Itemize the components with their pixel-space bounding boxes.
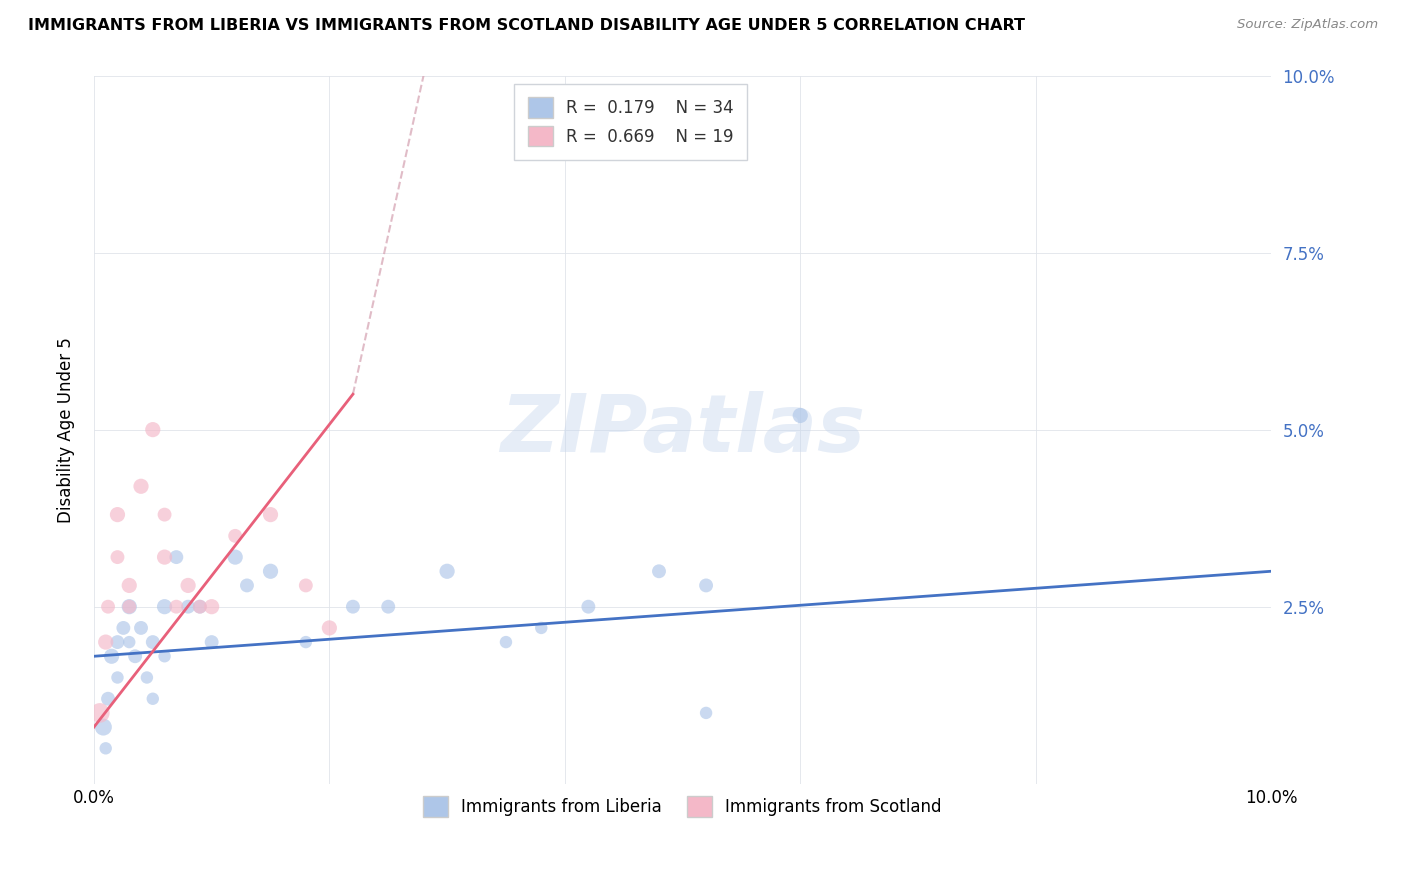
- Point: [188, 599, 211, 614]
- Point: [118, 599, 141, 614]
- Point: [224, 529, 246, 543]
- Point: [107, 508, 129, 522]
- Text: Source: ZipAtlas.com: Source: ZipAtlas.com: [1237, 18, 1378, 31]
- Point: [142, 691, 165, 706]
- Point: [118, 599, 141, 614]
- Point: [695, 578, 717, 592]
- Point: [576, 599, 599, 614]
- Point: [94, 741, 117, 756]
- Text: IMMIGRANTS FROM LIBERIA VS IMMIGRANTS FROM SCOTLAND DISABILITY AGE UNDER 5 CORRE: IMMIGRANTS FROM LIBERIA VS IMMIGRANTS FR…: [28, 18, 1025, 33]
- Point: [295, 578, 318, 592]
- Point: [107, 635, 129, 649]
- Point: [342, 599, 364, 614]
- Point: [135, 671, 157, 685]
- Point: [530, 621, 553, 635]
- Point: [118, 635, 141, 649]
- Point: [142, 423, 165, 437]
- Point: [648, 564, 671, 578]
- Point: [153, 649, 176, 664]
- Point: [94, 635, 117, 649]
- Text: ZIPatlas: ZIPatlas: [501, 391, 865, 468]
- Point: [129, 621, 152, 635]
- Point: [89, 706, 111, 720]
- Legend: Immigrants from Liberia, Immigrants from Scotland: Immigrants from Liberia, Immigrants from…: [415, 788, 950, 825]
- Point: [93, 720, 115, 734]
- Y-axis label: Disability Age Under 5: Disability Age Under 5: [58, 336, 75, 523]
- Point: [107, 671, 129, 685]
- Point: [295, 635, 318, 649]
- Point: [142, 635, 165, 649]
- Point: [318, 621, 340, 635]
- Point: [177, 578, 200, 592]
- Point: [201, 599, 224, 614]
- Point: [153, 550, 176, 565]
- Point: [124, 649, 146, 664]
- Point: [789, 409, 811, 423]
- Point: [97, 691, 120, 706]
- Point: [377, 599, 399, 614]
- Point: [112, 621, 135, 635]
- Point: [118, 578, 141, 592]
- Point: [165, 599, 187, 614]
- Point: [129, 479, 152, 493]
- Point: [224, 550, 246, 565]
- Point: [495, 635, 517, 649]
- Point: [259, 508, 281, 522]
- Point: [153, 599, 176, 614]
- Point: [201, 635, 224, 649]
- Point: [695, 706, 717, 720]
- Point: [100, 649, 122, 664]
- Point: [188, 599, 211, 614]
- Point: [107, 550, 129, 565]
- Point: [236, 578, 259, 592]
- Point: [153, 508, 176, 522]
- Point: [436, 564, 458, 578]
- Point: [165, 550, 187, 565]
- Point: [177, 599, 200, 614]
- Point: [259, 564, 281, 578]
- Point: [97, 599, 120, 614]
